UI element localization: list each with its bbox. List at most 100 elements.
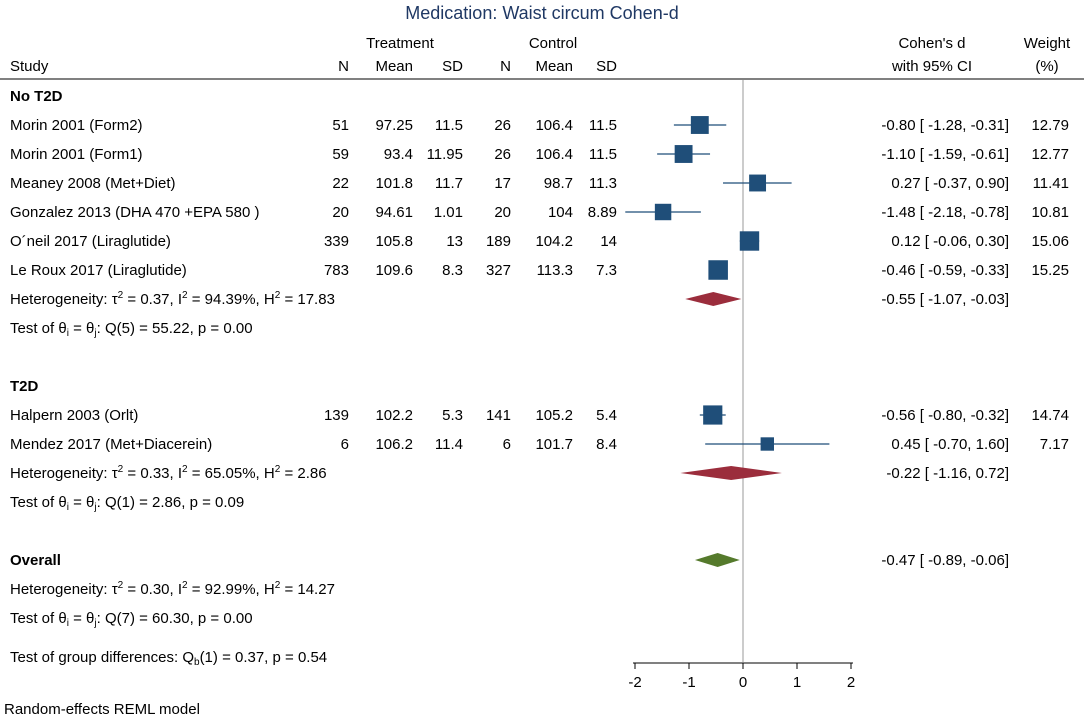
subgroup-diamond	[685, 292, 742, 306]
treatment-n: 20	[332, 204, 349, 221]
treatment-sd: 11.5	[435, 117, 463, 134]
effect-ci: 0.45 [ -0.70, 1.60]	[891, 436, 1009, 453]
pooled-ci: -0.55 [ -1.07, -0.03]	[881, 291, 1009, 308]
effect-ci: -0.56 [ -0.80, -0.32]	[881, 407, 1009, 424]
study-marker	[739, 231, 760, 251]
weight: 14.74	[1031, 407, 1069, 424]
homogeneity-test: Test of θi = θj: Q(5) = 55.22, p = 0.00	[10, 320, 253, 339]
header-treatment: Treatment	[366, 35, 435, 52]
effect-ci: -1.10 [ -1.59, -0.61]	[881, 146, 1009, 163]
x-tick-label: 0	[739, 674, 747, 691]
header-control-n: N	[500, 58, 511, 75]
study-name: Morin 2001 (Form1)	[10, 146, 143, 163]
control-n: 17	[494, 175, 511, 192]
overall-label: Overall	[10, 552, 61, 569]
weight: 10.81	[1031, 204, 1069, 221]
treatment-sd: 11.4	[435, 436, 463, 453]
treatment-mean: 101.8	[375, 175, 413, 192]
control-n: 189	[486, 233, 511, 250]
heterogeneity-text: Heterogeneity: τ2 = 0.37, I2 = 94.39%, H…	[10, 290, 335, 308]
header-treatment-mean: Mean	[375, 58, 413, 75]
study-marker	[708, 260, 728, 280]
group-label: No T2D	[10, 88, 63, 105]
group-label: T2D	[10, 378, 39, 395]
overall-diamond	[694, 553, 740, 567]
treatment-n: 339	[324, 233, 349, 250]
control-n: 26	[494, 146, 511, 163]
control-sd: 11.3	[589, 175, 617, 192]
control-sd: 11.5	[589, 146, 617, 163]
header-control-sd: SD	[596, 58, 617, 75]
footnote: Random-effects REML model	[4, 701, 200, 718]
x-axis: -2 -1 0 1 2	[628, 662, 855, 691]
study-name: O´neil 2017 (Liraglutide)	[10, 233, 171, 250]
treatment-mean: 94.61	[375, 204, 413, 221]
control-mean: 98.7	[544, 175, 573, 192]
control-sd: 14	[600, 233, 617, 250]
treatment-mean: 109.6	[375, 262, 413, 279]
control-sd: 7.3	[596, 262, 617, 279]
treatment-n: 51	[332, 117, 349, 134]
treatment-n: 783	[324, 262, 349, 279]
control-mean: 106.4	[535, 117, 573, 134]
control-mean: 101.7	[535, 436, 573, 453]
chart-title: Medication: Waist circum Cohen-d	[405, 3, 678, 23]
treatment-sd: 13	[446, 233, 463, 250]
control-sd: 8.4	[596, 436, 617, 453]
effect-ci: 0.27 [ -0.37, 0.90]	[891, 175, 1009, 192]
study-name: Le Roux 2017 (Liraglutide)	[10, 262, 187, 279]
overall-ci: -0.47 [ -0.89, -0.06]	[881, 552, 1009, 569]
effect-ci: -0.80 [ -1.28, -0.31]	[881, 117, 1009, 134]
effect-ci: -1.48 [ -2.18, -0.78]	[881, 204, 1009, 221]
rows-layer: No T2D Morin 2001 (Form2) 51 97.25 11.5 26 106…	[10, 80, 1069, 668]
control-n: 141	[486, 407, 511, 424]
effect-ci: -0.46 [ -0.59, -0.33]	[881, 262, 1009, 279]
control-mean: 106.4	[535, 146, 573, 163]
subgroup-diamond	[680, 466, 782, 480]
control-n: 6	[503, 436, 511, 453]
study-marker	[703, 405, 723, 425]
treatment-mean: 102.2	[375, 407, 413, 424]
treatment-mean: 93.4	[384, 146, 413, 163]
treatment-n: 139	[324, 407, 349, 424]
study-marker	[749, 174, 767, 192]
pooled-ci: -0.22 [ -1.16, 0.72]	[886, 465, 1009, 482]
control-mean: 104	[548, 204, 573, 221]
header-control: Control	[529, 35, 577, 52]
weight: 7.17	[1040, 436, 1069, 453]
treatment-sd: 5.3	[442, 407, 463, 424]
treatment-sd: 8.3	[442, 262, 463, 279]
header-treatment-sd: SD	[442, 58, 463, 75]
study-marker	[654, 203, 672, 221]
weight: 11.41	[1033, 175, 1069, 192]
header-weight-line2: (%)	[1035, 58, 1058, 75]
header-treatment-n: N	[338, 58, 349, 75]
weight: 12.79	[1031, 117, 1069, 134]
control-sd: 11.5	[589, 117, 617, 134]
study-marker	[760, 437, 774, 451]
overall-heterogeneity: Heterogeneity: τ2 = 0.30, I2 = 92.99%, H…	[10, 580, 335, 598]
treatment-sd: 11.7	[435, 175, 463, 192]
weight: 15.25	[1031, 262, 1069, 279]
treatment-n: 22	[332, 175, 349, 192]
x-tick-label: -2	[628, 674, 641, 691]
treatment-mean: 106.2	[375, 436, 413, 453]
weight: 15.06	[1031, 233, 1069, 250]
treatment-mean: 97.25	[375, 117, 413, 134]
control-n: 26	[494, 117, 511, 134]
heterogeneity-text: Heterogeneity: τ2 = 0.33, I2 = 65.05%, H…	[10, 464, 327, 482]
study-name: Morin 2001 (Form2)	[10, 117, 143, 134]
control-mean: 105.2	[535, 407, 573, 424]
treatment-n: 6	[341, 436, 349, 453]
study-marker	[674, 145, 693, 163]
group-difference-test: Test of group differences: Qb(1) = 0.37,…	[10, 649, 327, 668]
treatment-n: 59	[332, 146, 349, 163]
header-study: Study	[10, 58, 49, 75]
homogeneity-test: Test of θi = θj: Q(1) = 2.86, p = 0.09	[10, 494, 244, 513]
control-n: 327	[486, 262, 511, 279]
study-name: Mendez 2017 (Met+Diacerein)	[10, 436, 212, 453]
header-effect-line1: Cohen's d	[898, 35, 965, 52]
treatment-sd: 11.95	[427, 146, 463, 163]
x-tick-label: 1	[793, 674, 801, 691]
